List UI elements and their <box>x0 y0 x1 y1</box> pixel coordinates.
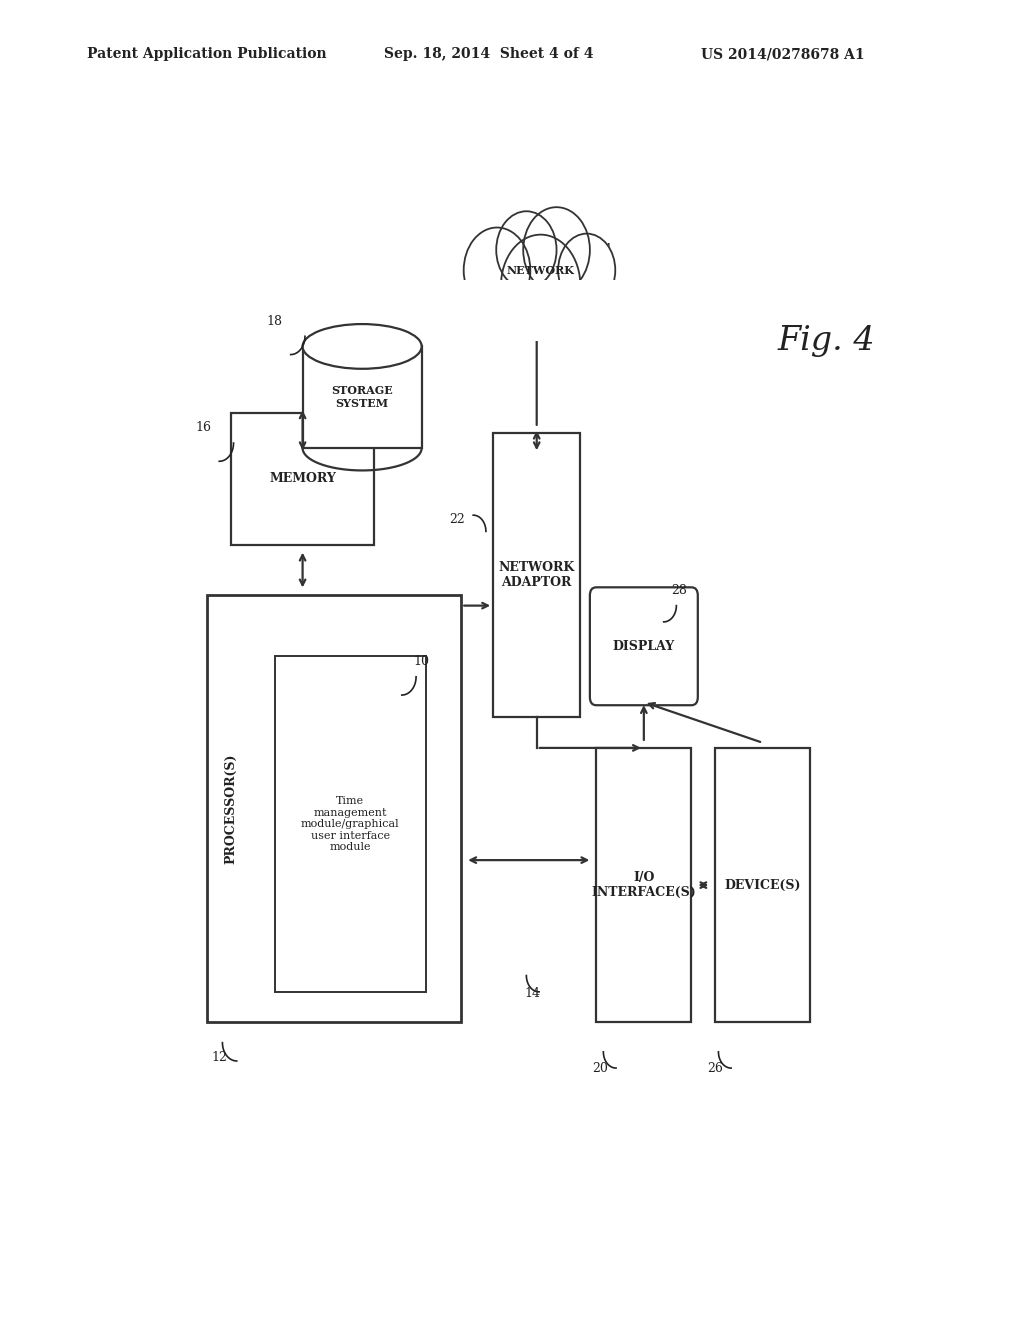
Polygon shape <box>303 346 422 447</box>
FancyBboxPatch shape <box>274 656 426 991</box>
Text: Sep. 18, 2014  Sheet 4 of 4: Sep. 18, 2014 Sheet 4 of 4 <box>384 48 594 61</box>
Text: 16: 16 <box>196 421 211 434</box>
Text: I/O
INTERFACE(S): I/O INTERFACE(S) <box>592 871 696 899</box>
Text: NETWORK
ADAPTOR: NETWORK ADAPTOR <box>499 561 574 589</box>
Text: NETWORK: NETWORK <box>507 265 574 276</box>
FancyBboxPatch shape <box>231 412 374 545</box>
Text: DEVICE(S): DEVICE(S) <box>725 879 801 891</box>
Text: Fig. 4: Fig. 4 <box>777 325 876 358</box>
FancyBboxPatch shape <box>715 748 811 1022</box>
Ellipse shape <box>303 325 422 368</box>
Circle shape <box>497 211 557 289</box>
Circle shape <box>501 235 581 337</box>
Circle shape <box>464 227 530 313</box>
Text: 26: 26 <box>708 1061 723 1074</box>
FancyBboxPatch shape <box>590 587 697 705</box>
Text: Time
management
module/graphical
user interface
module: Time management module/graphical user in… <box>301 796 399 853</box>
Circle shape <box>558 234 615 306</box>
FancyBboxPatch shape <box>207 595 462 1022</box>
Text: 22: 22 <box>450 512 465 525</box>
Text: 18: 18 <box>267 314 283 327</box>
Polygon shape <box>458 280 624 342</box>
Text: STORAGE
SYSTEM: STORAGE SYSTEM <box>331 385 393 409</box>
Text: 20: 20 <box>592 1061 608 1074</box>
Circle shape <box>523 207 590 293</box>
Text: US 2014/0278678 A1: US 2014/0278678 A1 <box>701 48 865 61</box>
Text: PROCESSOR(S): PROCESSOR(S) <box>224 754 238 865</box>
FancyBboxPatch shape <box>596 748 691 1022</box>
Text: 14: 14 <box>524 987 541 1001</box>
Text: MEMORY: MEMORY <box>269 473 336 484</box>
FancyBboxPatch shape <box>494 433 581 718</box>
Text: DISPLAY: DISPLAY <box>612 640 675 653</box>
Text: 24: 24 <box>596 243 612 256</box>
Text: 10: 10 <box>414 655 430 668</box>
Text: 12: 12 <box>211 1052 227 1064</box>
Text: 28: 28 <box>672 583 687 597</box>
Text: Patent Application Publication: Patent Application Publication <box>87 48 327 61</box>
